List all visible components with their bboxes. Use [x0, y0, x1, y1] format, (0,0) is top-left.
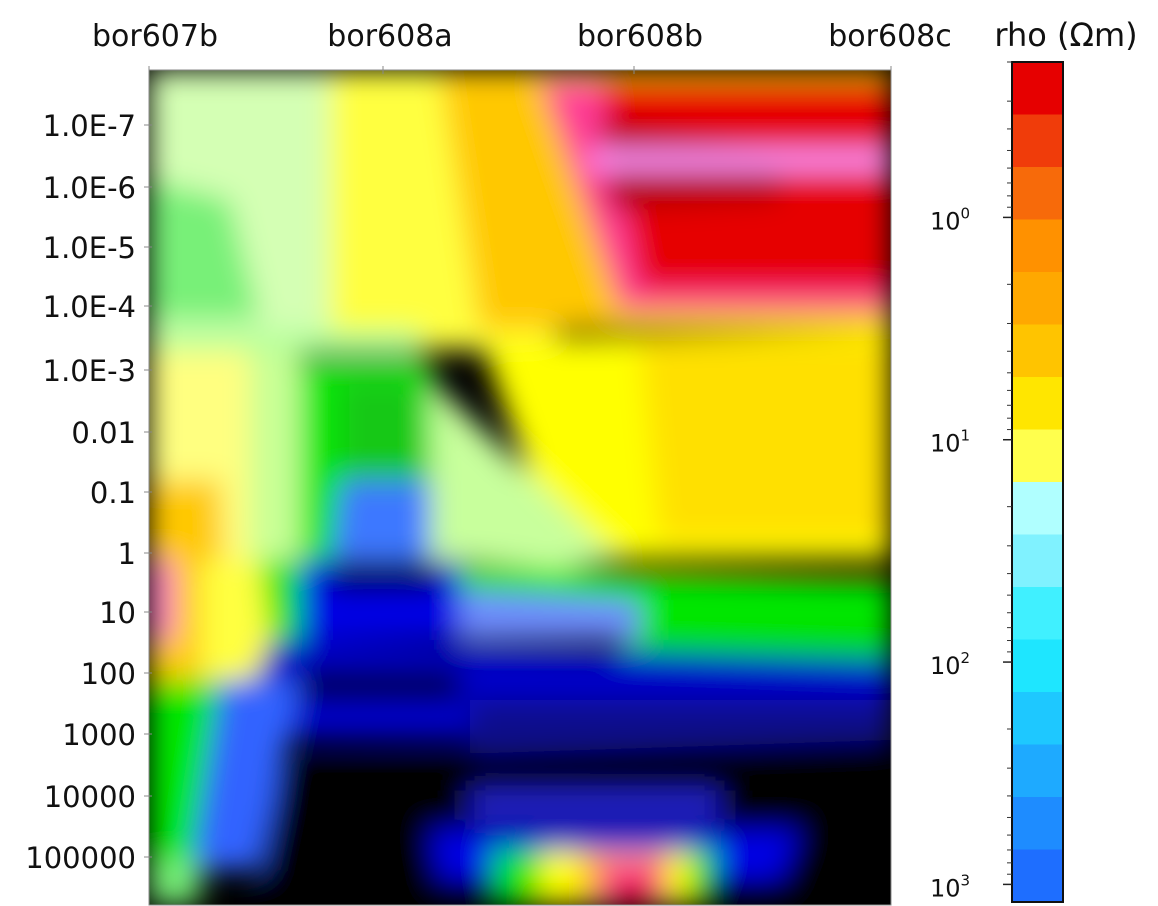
colorbar: rho (Ωm) 100 101 102 103	[930, 16, 1138, 903]
contour-band	[190, 680, 300, 870]
colorbar-segment	[1012, 429, 1063, 483]
contour-band	[640, 340, 891, 540]
y-tick-label: 1.0E-5	[43, 231, 136, 265]
colorbar-segment	[1012, 324, 1063, 378]
x-tick-label-bor608a: bor608a	[327, 19, 452, 54]
contour-band	[330, 480, 460, 560]
colorbar-segment	[1012, 587, 1063, 640]
colorbar-segment	[1012, 534, 1063, 588]
colorbar-segment	[1012, 849, 1063, 903]
colorbar-segment	[1012, 377, 1063, 430]
y-tick-label: 1.0E-4	[43, 290, 136, 324]
contour-band	[149, 180, 260, 320]
contour-band	[149, 330, 420, 355]
y-tick-label: 1.0E-7	[43, 109, 136, 143]
colorbar-segment	[1012, 272, 1063, 325]
contour-band	[300, 670, 460, 700]
colorbar-segment	[1012, 639, 1063, 693]
x-tick-label-bor607b: bor607b	[92, 19, 218, 54]
colorbar-segment	[1012, 797, 1063, 850]
contour-band	[615, 880, 650, 905]
plot-area	[149, 70, 891, 905]
x-tick-label-bor608c: bor608c	[828, 19, 952, 54]
y-tick-label: 1.0E-6	[43, 171, 136, 205]
colorbar-frame	[1011, 61, 1064, 903]
colorbar-segment	[1012, 482, 1063, 535]
y-tick-label: 0.01	[71, 416, 136, 450]
y-tick-label: 100	[81, 657, 136, 691]
contour-band	[149, 860, 200, 905]
contour-band	[330, 560, 440, 590]
y-axis-labels: 1.0E-7 1.0E-6 1.0E-5 1.0E-4 1.0E-3 0.01 0.1 1 10…	[25, 109, 152, 875]
colorbar-segment	[1012, 167, 1063, 220]
x-tick-label-bor608b: bor608b	[577, 19, 703, 54]
contour-band	[470, 790, 720, 820]
y-tick-label: 10000	[44, 780, 136, 814]
colorbar-tick-label: 103	[930, 871, 970, 902]
colorbar-label: rho (Ωm)	[994, 16, 1137, 54]
y-tick-label: 1.0E-3	[43, 354, 136, 388]
colorbar-segment	[1012, 62, 1063, 115]
colorbar-tick-label: 102	[930, 649, 970, 680]
contour-band	[590, 150, 891, 170]
colorbar-segment	[1012, 114, 1063, 168]
y-tick-label: 10	[99, 596, 136, 630]
colorbar-tick-label: 100	[930, 204, 970, 235]
colorbar-segment	[1012, 219, 1063, 273]
contour-band	[149, 560, 175, 640]
colorbar-tick-label: 101	[930, 427, 970, 458]
y-tick-label: 100000	[25, 841, 136, 875]
y-tick-label: 1	[118, 537, 136, 571]
y-tick-label: 0.1	[90, 476, 136, 510]
contour-band	[340, 380, 430, 500]
plot-frame	[148, 69, 892, 906]
colorbar-segment	[1012, 692, 1063, 745]
colorbar-segment	[1012, 744, 1063, 798]
x-axis-labels: bor607b bor608a bor608b bor608c	[92, 19, 952, 74]
contour-band	[430, 380, 620, 570]
y-tick-label: 1000	[62, 718, 136, 752]
